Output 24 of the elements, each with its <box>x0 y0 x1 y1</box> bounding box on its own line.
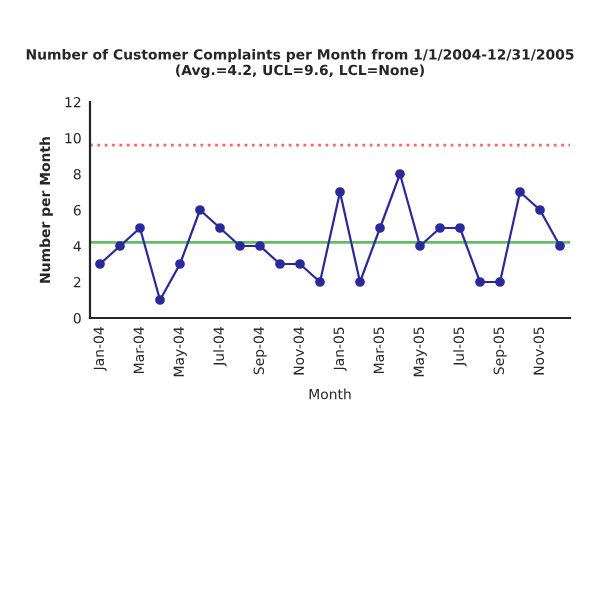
point <box>415 241 425 251</box>
point <box>255 241 265 251</box>
point <box>155 295 165 305</box>
point <box>135 223 145 233</box>
point <box>275 259 285 269</box>
point <box>475 277 485 287</box>
point <box>215 223 225 233</box>
point <box>175 259 185 269</box>
point <box>115 241 125 251</box>
point <box>315 277 325 287</box>
point <box>335 187 345 197</box>
point <box>535 205 545 215</box>
point <box>495 277 505 287</box>
point <box>355 277 365 287</box>
point <box>95 259 105 269</box>
point <box>395 169 405 179</box>
point <box>235 241 245 251</box>
point <box>455 223 465 233</box>
point <box>295 259 305 269</box>
point <box>195 205 205 215</box>
point <box>435 223 445 233</box>
point <box>515 187 525 197</box>
point <box>375 223 385 233</box>
point <box>555 241 565 251</box>
